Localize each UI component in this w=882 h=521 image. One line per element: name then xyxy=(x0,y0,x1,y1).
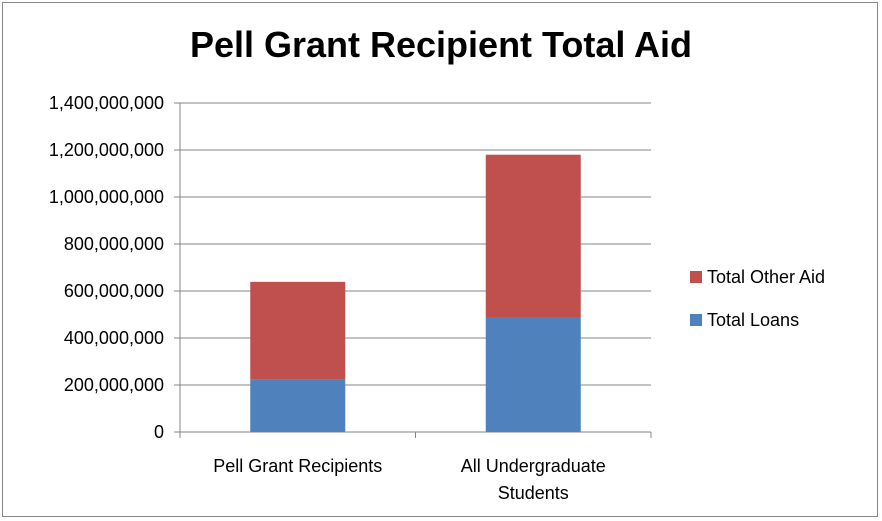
bar-total-other-aid xyxy=(250,281,346,380)
y-tick-label: 800,000,000 xyxy=(64,234,164,254)
y-tick-label: 1,200,000,000 xyxy=(49,140,164,160)
bar-total-loans xyxy=(485,317,581,432)
legend-item-total-other-aid: Total Other Aid xyxy=(690,266,825,288)
legend-swatch-total-loans xyxy=(690,314,702,326)
chart-title: Pell Grant Recipient Total Aid xyxy=(189,24,693,65)
legend-label-total-loans: Total Loans xyxy=(707,309,800,330)
legend-label-total-other-aid: Total Other Aid xyxy=(707,266,826,287)
y-tick-label: 1,000,000,000 xyxy=(49,187,164,207)
legend: Total Other Aid Total Loans xyxy=(690,266,825,352)
bar-total-other-aid xyxy=(485,154,581,318)
legend-item-total-loans: Total Loans xyxy=(690,309,825,331)
y-tick-label: 200,000,000 xyxy=(64,375,164,395)
y-tick-label: 600,000,000 xyxy=(64,281,164,301)
y-tick-label: 1,400,000,000 xyxy=(49,93,164,113)
x-tick-label: Students xyxy=(498,483,569,503)
legend-swatch-total-other-aid xyxy=(690,271,702,283)
bar-total-loans xyxy=(250,379,346,432)
x-tick-label: All Undergraduate xyxy=(461,456,606,476)
y-tick-label: 0 xyxy=(154,422,164,442)
x-tick-label: Pell Grant Recipients xyxy=(213,456,382,476)
y-tick-label: 400,000,000 xyxy=(64,328,164,348)
